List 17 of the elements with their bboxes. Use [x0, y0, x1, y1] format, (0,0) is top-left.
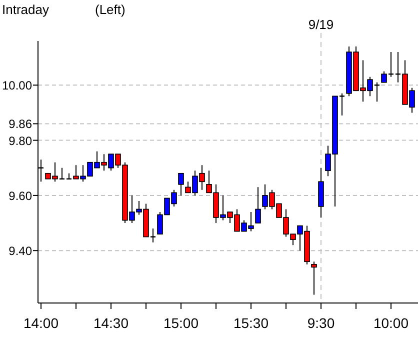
chart-title: Intraday: [2, 2, 50, 17]
y-tick-label: 10.00: [2, 78, 32, 93]
candlestick: [311, 261, 317, 296]
y-tick-label: 9.60: [8, 188, 32, 203]
y-tick-label: 9.80: [8, 134, 32, 148]
x-tick-label: 15:00: [163, 315, 199, 331]
candlestick: [255, 186, 261, 224]
x-tick-label: 9:30: [307, 315, 335, 331]
candlestick: [178, 172, 184, 196]
x-tick-label: 14:30: [93, 315, 129, 331]
x-tick-label: 14:00: [23, 315, 59, 331]
chart-subtitle: (Left): [95, 2, 126, 17]
x-tick-label: 10:00: [373, 315, 409, 331]
y-tick-label: 9.86: [8, 117, 32, 132]
ref-line-label: 9/19: [308, 17, 334, 32]
y-tick-label: 9.40: [8, 244, 32, 258]
x-tick-label: 15:30: [233, 315, 269, 331]
